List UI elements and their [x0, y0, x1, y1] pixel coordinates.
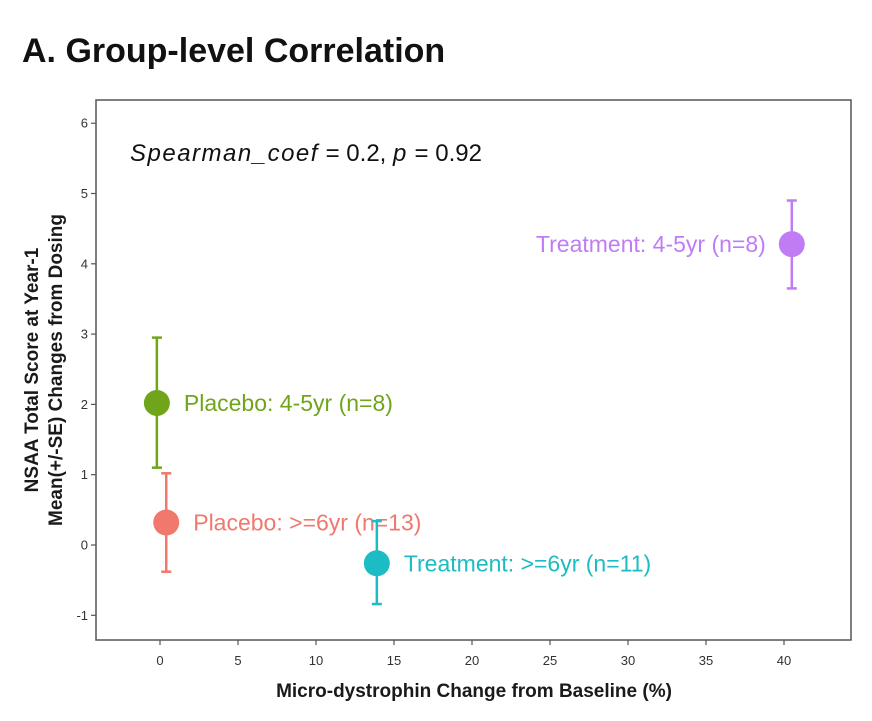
data-point-group: Placebo: >=6yr (n=13) — [153, 472, 421, 573]
x-tick-label: 15 — [387, 653, 401, 668]
x-tick-label: 5 — [234, 653, 241, 668]
chart-title: A. Group-level Correlation — [22, 32, 445, 70]
y-axis-title-line-2: Mean(+/-SE) Changes from Dosing — [46, 214, 67, 526]
data-point — [363, 550, 390, 577]
y-axis: -1 0 1 2 3 4 5 6 — [76, 116, 96, 623]
data-point-label: Treatment: >=6yr (n=11) — [404, 550, 651, 576]
correlation-annotation: Spearman_coef = 0.2, p = 0.92 — [130, 140, 482, 167]
x-tick-label: 35 — [699, 653, 713, 668]
y-tick-label: 2 — [81, 397, 88, 412]
x-tick-label: 40 — [777, 653, 791, 668]
x-axis: 0 5 10 15 20 25 30 35 40 — [156, 640, 791, 668]
data-point-group: Treatment: >=6yr (n=11) — [363, 519, 651, 606]
y-tick-label: 1 — [81, 467, 88, 482]
data-point — [143, 389, 170, 416]
data-point — [153, 509, 180, 536]
data-points: Placebo: 4-5yr (n=8) Placebo: >=6yr (n=13… — [143, 199, 805, 606]
y-axis-title: NSAA Total Score at Year-1 Mean(+/-SE) C… — [22, 214, 67, 526]
data-point-label: Placebo: >=6yr (n=13) — [193, 510, 421, 536]
y-tick-label: 0 — [81, 538, 88, 553]
coef-value: = 0.2, — [319, 140, 393, 167]
x-tick-label: 10 — [309, 653, 323, 668]
y-axis-title-line-1: NSAA Total Score at Year-1 — [22, 247, 43, 492]
y-tick-label: -1 — [76, 608, 88, 623]
data-point-group: Placebo: 4-5yr (n=8) — [143, 336, 393, 469]
p-name: p — [392, 140, 408, 167]
x-tick-label: 25 — [543, 653, 557, 668]
y-tick-label: 3 — [81, 327, 88, 342]
data-point-label: Treatment: 4-5yr (n=8) — [536, 231, 766, 257]
x-tick-label: 0 — [156, 653, 163, 668]
coef-name: Spearman_coef — [130, 140, 320, 167]
p-value: = 0.92 — [408, 140, 482, 167]
y-tick-label: 5 — [81, 186, 88, 201]
y-tick-label: 4 — [81, 256, 88, 271]
x-tick-label: 20 — [465, 653, 479, 668]
y-tick-label: 6 — [81, 116, 88, 131]
plot-panel — [95, 99, 852, 641]
data-point-label: Placebo: 4-5yr (n=8) — [184, 390, 393, 416]
data-point — [778, 231, 805, 258]
data-point-group: Treatment: 4-5yr (n=8) — [536, 199, 805, 290]
x-axis-title: Micro-dystrophin Change from Baseline (%… — [276, 681, 672, 702]
x-tick-label: 30 — [621, 653, 635, 668]
